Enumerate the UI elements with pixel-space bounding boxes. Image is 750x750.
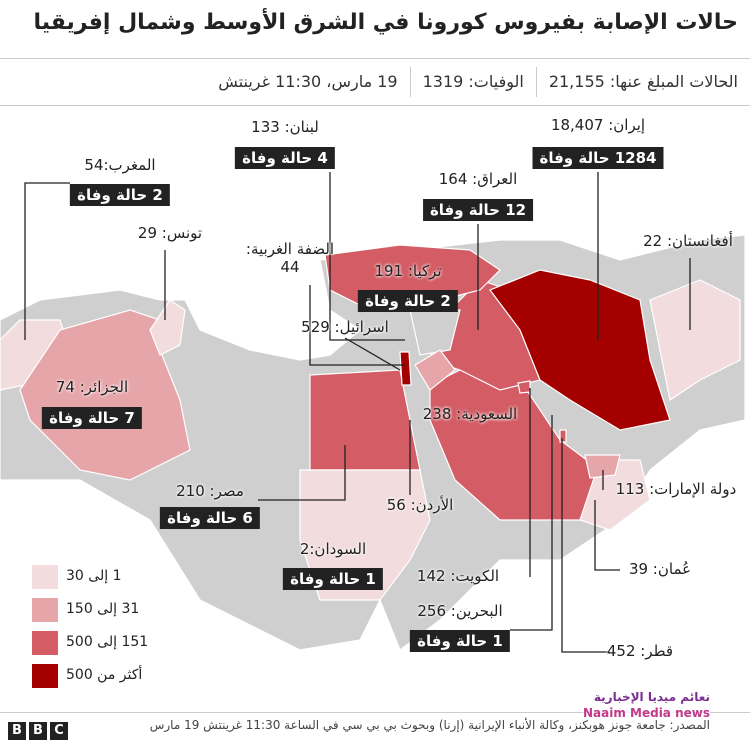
leader-line (309, 285, 405, 366)
stat: الوفيات: 1319 (409, 67, 536, 97)
country-label: قطر: 452 (606, 642, 674, 660)
qatar (559, 429, 567, 443)
legend-label: أكثر من 500 (66, 667, 143, 683)
leader-line (329, 172, 405, 341)
leader-line (594, 500, 620, 571)
deaths-box: 12 حالة وفاة (422, 199, 534, 221)
map (0, 172, 746, 653)
country-label: السعودية: 238 (422, 405, 518, 423)
country-label: الضفة الغربية: 44 (245, 240, 335, 276)
legend-swatch (32, 664, 58, 688)
algeria (19, 309, 191, 481)
jordan (414, 349, 456, 391)
country-label: عُمان: 39 (628, 560, 692, 578)
leader-line (510, 415, 553, 631)
leader-line (258, 445, 346, 501)
leader-line (24, 182, 70, 340)
deaths-box: 4 حالة وفاة (235, 147, 335, 169)
egypt (309, 369, 421, 471)
country-label: إيران: 18,407 (550, 116, 646, 134)
country-label: اسرائيل: 529 (301, 318, 389, 336)
deaths-box: 7 حالة وفاة (42, 407, 142, 429)
afghanistan (649, 279, 741, 401)
legend-label: 31 إلى 150 (66, 601, 140, 617)
source: المصدر: جامعة جونز هوبكنز، وكالة الأنباء… (149, 718, 710, 732)
stat: الحالات المبلغ عنها: 21,155 (535, 67, 750, 97)
legend-label: 1 إلى 30 (66, 568, 122, 584)
iran (489, 269, 671, 431)
legend-swatch (32, 598, 58, 622)
country-label: الجزائر: 74 (55, 378, 129, 396)
deaths-box: 1 حالة وفاة (283, 568, 383, 590)
country-label: لبنان: 133 (251, 118, 319, 136)
deaths-box: 6 حالة وفاة (160, 507, 260, 529)
sudan (299, 469, 431, 601)
watermark: نعائم ميديا الإخبارية (593, 690, 710, 704)
deaths-box: 1 حالة وفاة (410, 630, 510, 652)
legend-swatch (32, 565, 58, 589)
country-label: المغرب:54 (84, 156, 156, 174)
deaths-box: 1284 حالة وفاة (532, 147, 664, 169)
country-label: تونس: 29 (137, 224, 203, 242)
title: حالات الإصابة بفيروس كورونا في الشرق الأ… (33, 10, 738, 35)
country-label: تركيا: 191 (374, 262, 442, 280)
leader-line (344, 337, 401, 371)
watermark: Naaim Media news (582, 706, 710, 720)
legend-label: 151 إلى 500 (66, 634, 149, 650)
logo-letter: C (50, 722, 68, 740)
country-label: أفغانستان: 22 (643, 232, 733, 250)
logo-letter: B (8, 722, 26, 740)
country-label: الأردن: 56 (386, 496, 454, 514)
tunisia (149, 299, 186, 356)
country-label: السودان:2 (299, 540, 367, 558)
country-label: العراق: 164 (438, 170, 518, 188)
stat: 19 مارس، 11:30 غرينتش (218, 72, 398, 91)
country-label: البحرين: 256 (417, 602, 503, 620)
leader-line (561, 438, 610, 653)
country-label: دولة الإمارات: 113 (615, 480, 737, 498)
stats-bar: الحالات المبلغ عنها: 21,155 الوفيات: 131… (0, 58, 750, 106)
legend-swatch (32, 631, 58, 655)
deaths-box: 2 حالة وفاة (358, 290, 458, 312)
country-label: الكويت: 142 (416, 567, 500, 585)
deaths-box: 2 حالة وفاة (70, 184, 170, 206)
uae (584, 454, 621, 479)
country-label: مصر: 210 (176, 482, 244, 500)
kuwait (517, 380, 531, 394)
israel (399, 351, 412, 386)
logo-letter: B (29, 722, 47, 740)
footer-rule (0, 712, 750, 713)
